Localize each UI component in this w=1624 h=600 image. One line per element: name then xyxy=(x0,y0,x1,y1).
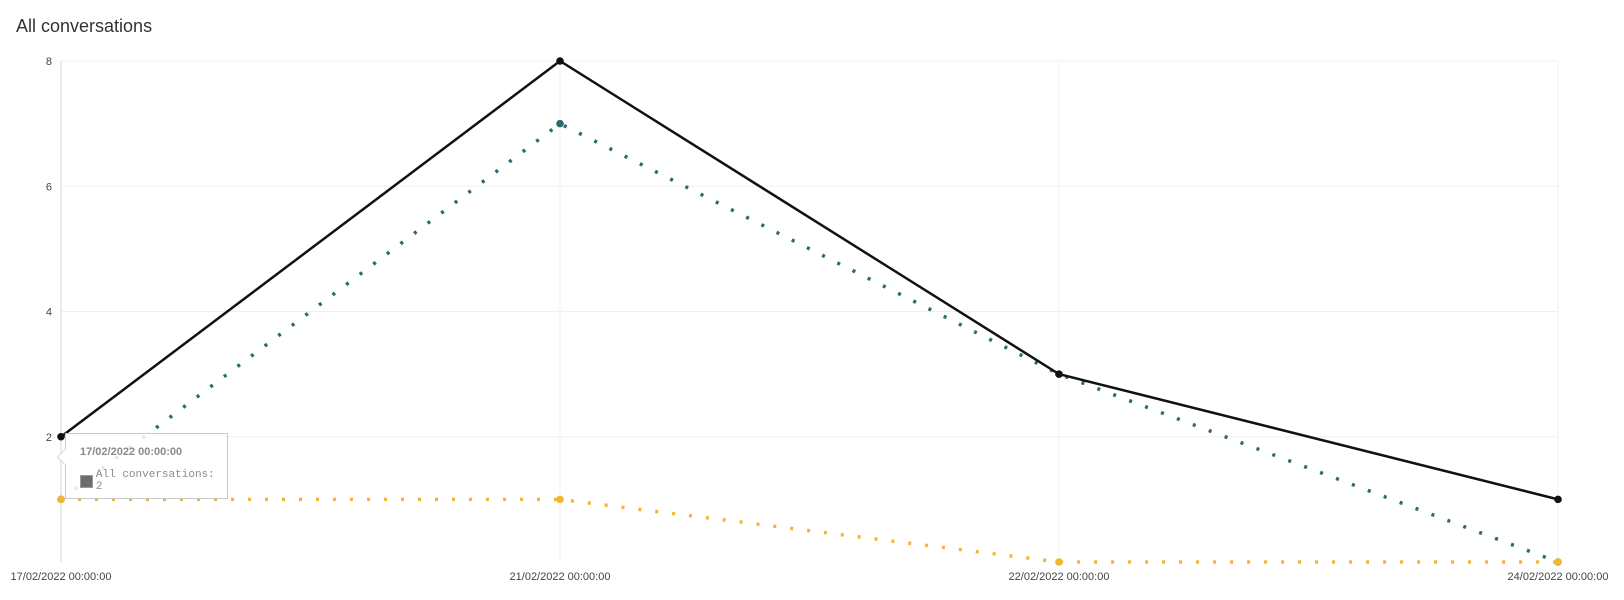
tooltip-value: All conversations: 2 xyxy=(95,469,215,493)
y-tick-label: 4 xyxy=(46,307,52,319)
tooltip-row: All conversations: 2 xyxy=(80,469,227,493)
data-point-0 xyxy=(1055,370,1063,378)
chart-tooltip: 17/02/2022 00:00:00 All conversations: 2 xyxy=(57,433,228,499)
x-tick-label: 24/02/2022 00:00:00 xyxy=(1508,571,1609,583)
data-point-0 xyxy=(57,432,65,441)
data-point-1 xyxy=(556,119,564,128)
data-point-2 xyxy=(57,495,65,504)
y-tick-label: 6 xyxy=(46,181,52,193)
y-tick-label: 2 xyxy=(46,432,52,444)
x-tick-label: 17/02/2022 00:00:00 xyxy=(11,571,112,583)
series-line-1 xyxy=(59,121,1559,564)
y-tick-label: 8 xyxy=(46,56,52,68)
series-line-2 xyxy=(61,497,1558,564)
tooltip-date: 17/02/2022 00:00:00 xyxy=(80,446,183,458)
x-tick-label: 22/02/2022 00:00:00 xyxy=(1009,571,1110,583)
tooltip-series-swatch xyxy=(80,474,93,488)
data-point-2 xyxy=(1055,558,1063,566)
data-point-0 xyxy=(1554,495,1562,504)
x-tick-label: 21/02/2022 00:00:00 xyxy=(510,571,611,583)
series-line-0 xyxy=(60,59,1559,501)
data-point-0 xyxy=(556,57,564,65)
chart-title: All conversations xyxy=(16,16,153,36)
data-point-2 xyxy=(1554,558,1562,566)
data-point-2 xyxy=(556,495,564,504)
